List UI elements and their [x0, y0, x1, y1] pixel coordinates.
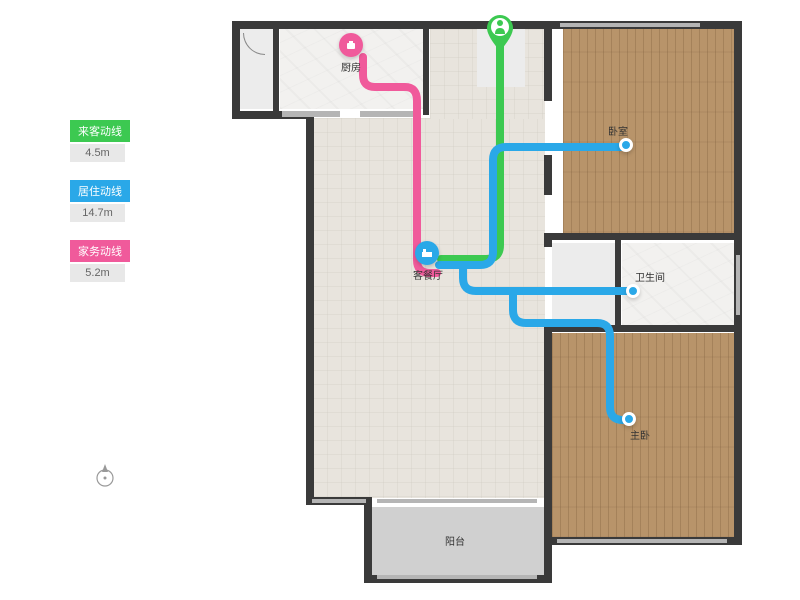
- wall: [544, 325, 742, 332]
- wall: [544, 21, 552, 101]
- room-bedroom1-floor: [563, 29, 736, 233]
- legend: 来客动线 4.5m 居住动线 14.7m 家务动线 5.2m: [70, 120, 130, 300]
- label-kitchen: 厨房: [341, 59, 361, 74]
- wall: [364, 497, 372, 583]
- room-bathroom-floor: [622, 243, 735, 325]
- legend-label: 居住动线: [70, 180, 130, 202]
- wall: [544, 233, 742, 240]
- label-bedroom2: 主卧: [630, 427, 650, 442]
- wall: [423, 25, 429, 115]
- compass-icon: [90, 460, 120, 490]
- wall: [273, 25, 279, 115]
- entrance-marker: [484, 13, 516, 53]
- legend-item-guest: 来客动线 4.5m: [70, 120, 130, 162]
- wall: [544, 155, 552, 195]
- opening: [377, 575, 537, 579]
- bathroom-marker: [626, 284, 640, 298]
- legend-label: 家务动线: [70, 240, 130, 262]
- opening: [560, 23, 700, 27]
- wall: [232, 21, 240, 119]
- room-living-floor: [313, 118, 545, 498]
- opening: [360, 111, 420, 117]
- label-living: 客餐厅: [413, 267, 443, 282]
- opening: [557, 539, 727, 543]
- legend-value: 14.7m: [70, 204, 125, 222]
- legend-item-chore: 家务动线 5.2m: [70, 240, 130, 282]
- wall: [544, 325, 552, 503]
- opening: [377, 499, 537, 503]
- label-bedroom1: 卧室: [608, 123, 628, 138]
- wall: [615, 240, 621, 326]
- kitchen-marker: [339, 33, 363, 57]
- bathroom-anteroom: [552, 243, 618, 325]
- label-bathroom: 卫生间: [635, 269, 665, 284]
- opening: [312, 499, 366, 503]
- label-balcony: 阳台: [445, 533, 465, 548]
- legend-value: 5.2m: [70, 264, 125, 282]
- opening: [736, 255, 740, 315]
- bedroom2-marker: [622, 412, 636, 426]
- floorplan: 厨房 客餐厅 卧室 卫生间 主卧 阳台: [205, 15, 760, 590]
- wall: [306, 111, 314, 505]
- bedroom1-marker: [619, 138, 633, 152]
- living-marker: [415, 241, 439, 265]
- legend-label: 来客动线: [70, 120, 130, 142]
- opening: [282, 111, 340, 117]
- legend-item-living: 居住动线 14.7m: [70, 180, 130, 222]
- legend-value: 4.5m: [70, 144, 125, 162]
